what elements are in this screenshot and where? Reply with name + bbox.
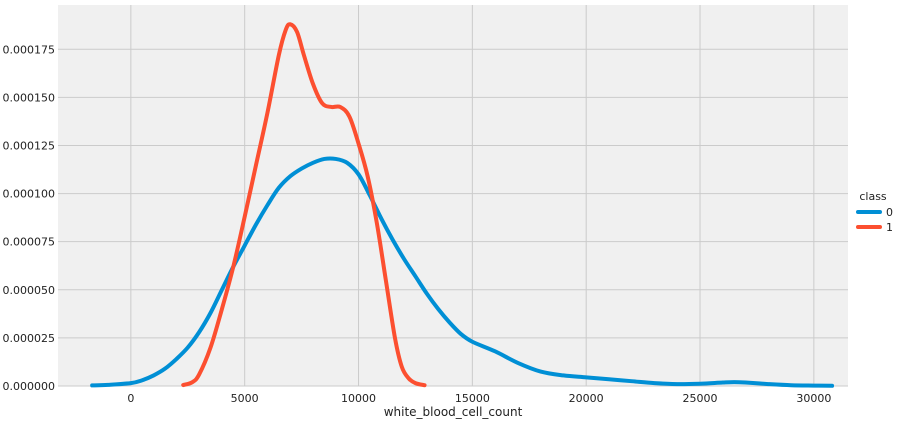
y-tick-label: 0.000150 [3,91,56,104]
y-tick-label: 0.000075 [3,236,56,249]
x-tick-label: 5000 [231,392,259,405]
legend-label-1: 1 [886,221,893,234]
x-tick-label: 10000 [341,392,376,405]
x-tick-label: 0 [127,392,134,405]
y-tick-label: 0.000025 [3,332,56,345]
plot-background [58,5,848,386]
x-tick-label: 25000 [683,392,718,405]
y-tick-label: 0.000050 [3,284,56,297]
y-tick-label: 0.000175 [3,43,56,56]
x-tick-label: 30000 [796,392,831,405]
x-tick-label: 15000 [455,392,490,405]
legend-title: class [859,190,887,203]
series-line-class-0 [90,156,835,388]
y-tick-label: 0.000125 [3,139,56,152]
legend: class 0 1 [856,190,893,234]
x-tick-labels: 0 5000 10000 15000 20000 25000 30000 [127,392,831,405]
y-tick-label: 0.000100 [3,188,56,201]
y-tick-label: 0.000000 [3,380,56,393]
series-line-class-1 [181,22,427,388]
legend-label-0: 0 [886,206,893,219]
series-lines [90,22,835,388]
x-tick-label: 20000 [569,392,604,405]
x-axis-title: white_blood_cell_count [384,405,523,419]
grid-lines [58,5,848,387]
y-tick-labels: 0.000000 0.000025 0.000050 0.000075 0.000100… [3,43,56,393]
